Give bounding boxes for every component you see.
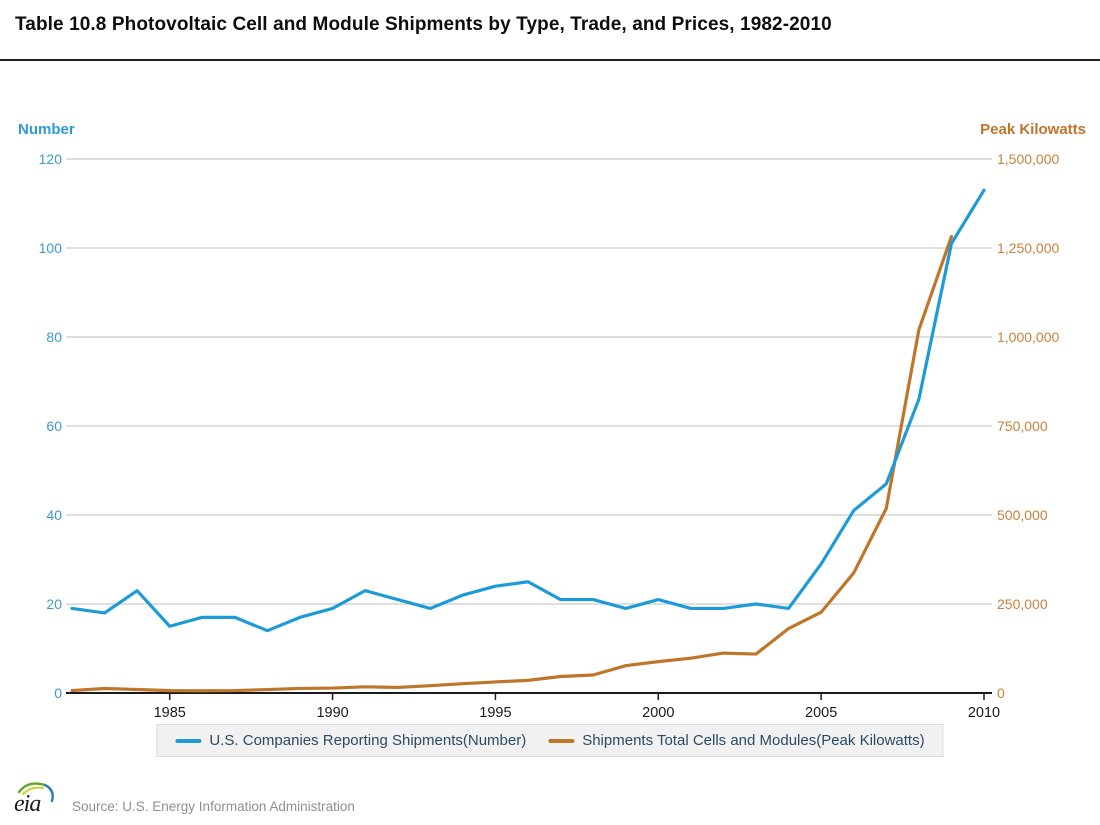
right-axis-tick-label: 750,000 (997, 418, 1048, 434)
legend-label-shipments: Shipments Total Cells and Modules(Peak K… (582, 732, 925, 749)
footer: eia Source: U.S. Energy Information Admi… (12, 779, 355, 819)
x-axis-tick-label: 1985 (154, 705, 186, 721)
x-axis-tick-label: 2010 (968, 705, 1000, 721)
legend-swatch-orange-line (548, 738, 575, 743)
left-axis-tick-label: 100 (39, 240, 63, 256)
source-attribution: Source: U.S. Energy Information Administ… (72, 798, 355, 814)
right-axis-title: Peak Kilowatts (980, 121, 1086, 138)
eia-logo: eia (12, 779, 58, 819)
legend-item-shipments: Shipments Total Cells and Modules(Peak K… (548, 732, 925, 749)
legend-item-companies: U.S. Companies Reporting Shipments(Numbe… (175, 732, 526, 749)
left-axis-tick-label: 0 (54, 685, 62, 701)
right-axis-tick-label: 0 (997, 685, 1005, 701)
series-line-companies-number (70, 188, 986, 633)
x-axis-tick-label: 2000 (642, 705, 674, 721)
eia-logo-text: eia (14, 791, 41, 817)
series-line-peak-kilowatts (70, 235, 954, 693)
left-axis-tick-label: 60 (46, 418, 62, 434)
left-axis-tick-label: 20 (46, 596, 62, 612)
x-axis-tick-label: 2005 (805, 705, 837, 721)
title-divider (0, 59, 1100, 61)
legend-swatch-blue-line (175, 738, 202, 743)
eia-logo-swoosh-icon (17, 782, 54, 803)
right-axis-tick-label: 500,000 (997, 507, 1048, 523)
right-axis-tick-label: 250,000 (997, 596, 1048, 612)
left-axis-title: Number (18, 121, 75, 138)
left-axis-tick-label: 120 (39, 151, 63, 167)
left-axis-tick-label: 40 (46, 507, 62, 523)
right-axis-tick-label: 1,250,000 (997, 240, 1059, 256)
right-axis-tick-label: 1,000,000 (997, 329, 1059, 345)
left-axis-tick-label: 80 (46, 329, 62, 345)
legend: U.S. Companies Reporting Shipments(Numbe… (156, 724, 944, 757)
x-axis-tick-label: 1995 (479, 705, 511, 721)
legend-label-companies: U.S. Companies Reporting Shipments(Numbe… (209, 732, 527, 749)
x-axis-tick-label: 1990 (316, 705, 348, 721)
page-title: Table 10.8 Photovoltaic Cell and Module … (15, 14, 832, 35)
right-axis-tick-label: 1,500,000 (997, 151, 1059, 167)
